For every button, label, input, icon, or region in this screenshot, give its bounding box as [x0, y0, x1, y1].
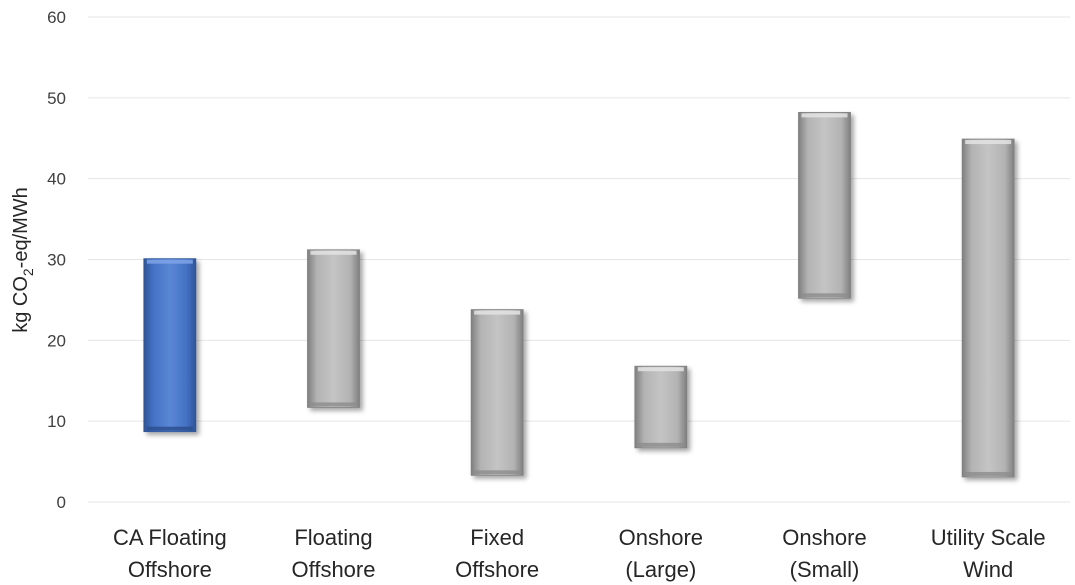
x-category-label: Onshore: [782, 525, 866, 550]
x-category-label: Wind: [963, 557, 1013, 582]
bars: [143, 111, 1015, 478]
y-tick-label: 60: [47, 8, 66, 27]
bar-bevel-bottom: [310, 402, 357, 407]
x-category-label: Offshore: [128, 557, 212, 582]
bar-bevel-top: [474, 310, 521, 315]
x-category-label: (Large): [625, 557, 696, 582]
bar-body: [798, 111, 851, 299]
bar: [143, 258, 197, 433]
bar-bevel-bottom: [146, 426, 193, 431]
gridlines: [88, 16, 1070, 503]
bar-bevel-top: [637, 367, 684, 372]
x-category-label: (Small): [790, 557, 860, 582]
bar: [307, 249, 360, 408]
bar: [798, 111, 851, 299]
bar-bevel-top: [965, 140, 1012, 145]
y-axis-title: kg CO2-eq/MWh: [10, 187, 36, 333]
bar-body: [143, 258, 197, 433]
bar-body: [307, 249, 360, 408]
x-category-label: Offshore: [455, 557, 539, 582]
y-tick-label: 0: [57, 493, 66, 512]
x-category-label: Onshore: [619, 525, 703, 550]
bar-bevel-bottom: [965, 471, 1012, 476]
bar-body: [634, 365, 688, 449]
bar: [634, 365, 688, 449]
y-tick-label: 10: [47, 412, 66, 431]
y-tick-label: 20: [47, 331, 66, 350]
bar-bevel-bottom: [474, 470, 521, 475]
x-category-label: Fixed: [470, 525, 524, 550]
y-tick-label: 40: [47, 170, 66, 189]
x-category-label: Offshore: [292, 557, 376, 582]
x-axis-labels: CA Floating Offshore Floating Offshore Fixed…: [113, 525, 1046, 582]
bar-bevel-top: [310, 250, 357, 255]
y-tick-label: 50: [47, 89, 66, 108]
bar-body: [961, 138, 1015, 478]
x-category-label: Floating: [294, 525, 372, 550]
bar-bevel-bottom: [801, 293, 848, 298]
bar-bevel-bottom: [637, 442, 684, 447]
bar-bevel-top: [146, 259, 193, 264]
bar-bevel-top: [801, 113, 848, 118]
x-category-label: Utility Scale: [931, 525, 1046, 550]
x-category-label: CA Floating: [113, 525, 227, 550]
bar: [961, 138, 1015, 478]
y-axis-ticks: 0 10 20 30 40 50 60: [47, 8, 66, 512]
bar: [470, 309, 524, 476]
y-tick-label: 30: [47, 251, 66, 270]
bar-body: [470, 309, 524, 476]
